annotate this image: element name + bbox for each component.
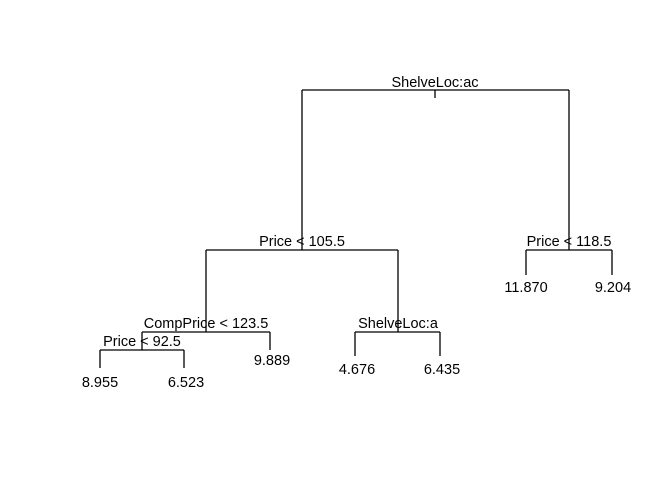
split-shelveloc-a: ShelveLoc:a <box>354 316 441 356</box>
split-label: Price < 118.5 <box>527 234 612 250</box>
split-label: Price < 92.5 <box>103 334 181 350</box>
split-shelveloc-ac: ShelveLoc:ac <box>301 75 570 250</box>
split-price-92-5: Price < 92.5 <box>99 334 185 368</box>
leaf-value: 9.204 <box>595 280 631 296</box>
leaf-value: 6.523 <box>168 375 204 391</box>
split-label: Price < 105.5 <box>259 234 345 250</box>
leaf-value: 8.955 <box>82 375 118 391</box>
leaf-value: 11.870 <box>504 280 547 296</box>
split-label: ShelveLoc:ac <box>391 75 478 91</box>
leaf-value: 6.435 <box>424 362 460 378</box>
split-label: CompPrice < 123.5 <box>144 316 269 332</box>
split-label: ShelveLoc:a <box>358 316 439 332</box>
split-compprice-123-5: CompPrice < 123.5 <box>141 316 271 350</box>
leaf-value: 4.676 <box>339 362 375 378</box>
leaf-value: 9.889 <box>254 353 290 369</box>
split-price-105-5: Price < 105.5 <box>205 234 399 332</box>
split-price-118-5: Price < 118.5 <box>525 234 613 275</box>
